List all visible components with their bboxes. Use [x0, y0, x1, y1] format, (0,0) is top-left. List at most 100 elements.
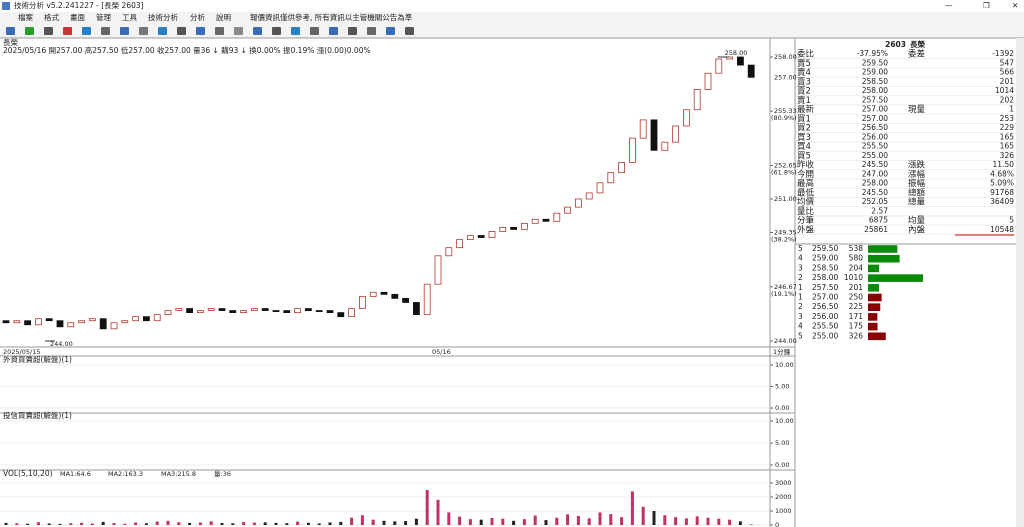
row-value: 247.00 [862, 169, 888, 178]
toolbar-button[interactable] [44, 27, 53, 35]
candle-body [456, 239, 464, 249]
volume-bar [166, 520, 170, 525]
volume-bar [609, 514, 613, 525]
depth-qty: 580 [849, 254, 864, 263]
row-label: 內盤 [908, 224, 926, 235]
volume-bar [123, 523, 127, 525]
volume-bar [479, 519, 483, 525]
menu-bar [0, 12, 1024, 24]
toolbar-button[interactable] [291, 27, 300, 35]
depth-bar [868, 293, 882, 302]
scrollbar[interactable] [1016, 38, 1024, 527]
toolbar-button[interactable] [253, 27, 262, 35]
volume-bar [436, 499, 440, 525]
volume-bar [242, 522, 246, 525]
volume-bar [220, 523, 224, 525]
row-label: 振幅 [908, 178, 926, 189]
panel-title: 投信買賣超(解盤)(1) [3, 410, 72, 420]
volume-bar [263, 522, 267, 525]
toolbar-button[interactable] [6, 27, 15, 35]
candle-body [521, 222, 528, 230]
candle-body [35, 318, 42, 326]
candle-body [45, 318, 53, 322]
toolbar-button[interactable] [120, 27, 129, 35]
candle-body [704, 72, 712, 90]
volume-bar [544, 520, 548, 525]
toolbar-button[interactable] [215, 27, 224, 35]
depth-bar [868, 245, 898, 253]
volume-bar [630, 491, 634, 525]
toolbar [0, 24, 1024, 38]
menu-item[interactable]: 分析 [190, 12, 205, 22]
toolbar-button[interactable] [348, 27, 357, 35]
candle-body [89, 318, 96, 322]
toolbar-button[interactable] [63, 27, 72, 35]
candle-body [510, 226, 518, 230]
row-value: 257.00 [862, 105, 888, 114]
volume-bar [598, 512, 602, 525]
volume-bar [296, 521, 300, 525]
close[interactable]: ✕ [1012, 1, 1018, 10]
candle-body [261, 308, 269, 311]
candle-body [304, 308, 312, 311]
maximize[interactable]: ❐ [983, 1, 990, 10]
menu-item[interactable]: 檔案 [18, 12, 33, 22]
depth-price: 256.50 [812, 302, 838, 311]
toolbar-button[interactable] [139, 27, 148, 35]
row-label: 買2 [797, 124, 811, 134]
volume-bar [738, 521, 742, 525]
volume-bar [4, 522, 8, 525]
row-value: -37.95% [857, 49, 888, 58]
volume-bar [350, 517, 354, 525]
depth-price: 259.50 [812, 244, 838, 253]
menu-item[interactable]: 工具 [122, 13, 137, 22]
menu-item[interactable]: 畫面 [70, 12, 85, 22]
toolbar-button[interactable] [158, 27, 167, 35]
toolbar-button[interactable] [405, 27, 414, 35]
row-value: 25861 [864, 225, 888, 234]
y-tick-label: 5.00 [775, 439, 789, 447]
menu-item[interactable]: 管理 [96, 12, 111, 22]
y-tick-label: 249.35 [774, 228, 797, 236]
volume-bar [371, 519, 375, 525]
minimize[interactable]: — [945, 1, 953, 10]
volume-bar [360, 515, 364, 525]
row-label: 買1 [797, 114, 811, 124]
volume-bar [501, 518, 505, 525]
toolbar-button[interactable] [367, 27, 376, 35]
y-tick-label: 0.00 [775, 461, 789, 469]
row-label: 量比 [797, 206, 814, 217]
app-icon [2, 2, 10, 10]
menu-item[interactable]: 格式 [44, 12, 59, 22]
toolbar-button[interactable] [386, 27, 395, 35]
toolbar-button[interactable] [329, 27, 338, 35]
candle-body [737, 56, 744, 66]
candle-body [56, 320, 64, 328]
toolbar-button[interactable] [272, 27, 281, 35]
toolbar-button[interactable] [82, 27, 91, 35]
depth-level: 4 [798, 322, 803, 331]
volume-bar [274, 522, 278, 525]
menu-item[interactable]: 說明 [216, 12, 231, 22]
toolbar-button[interactable] [101, 27, 110, 35]
volume-bar [695, 516, 699, 525]
depth-bar [868, 264, 880, 273]
toolbar-button[interactable] [177, 27, 186, 35]
depth-qty: 225 [849, 302, 864, 311]
candle-body [607, 172, 615, 184]
volume-bar [328, 522, 332, 525]
menu-item[interactable]: 技術分析 [148, 12, 178, 22]
panel-title: VOL(5,10,20) [3, 469, 53, 478]
toolbar-button[interactable] [310, 27, 319, 35]
title-bar [0, 0, 1024, 12]
x-label: 05/16 [432, 348, 451, 356]
toolbar-button[interactable] [196, 27, 205, 35]
depth-qty: 250 [849, 293, 864, 302]
depth-qty: 171 [849, 312, 864, 321]
candle-body [294, 308, 302, 313]
toolbar-button[interactable] [25, 27, 34, 35]
candle-body [499, 226, 507, 232]
volume-bar [144, 523, 148, 525]
depth-price: 257.00 [812, 293, 838, 302]
toolbar-button[interactable] [234, 27, 243, 35]
